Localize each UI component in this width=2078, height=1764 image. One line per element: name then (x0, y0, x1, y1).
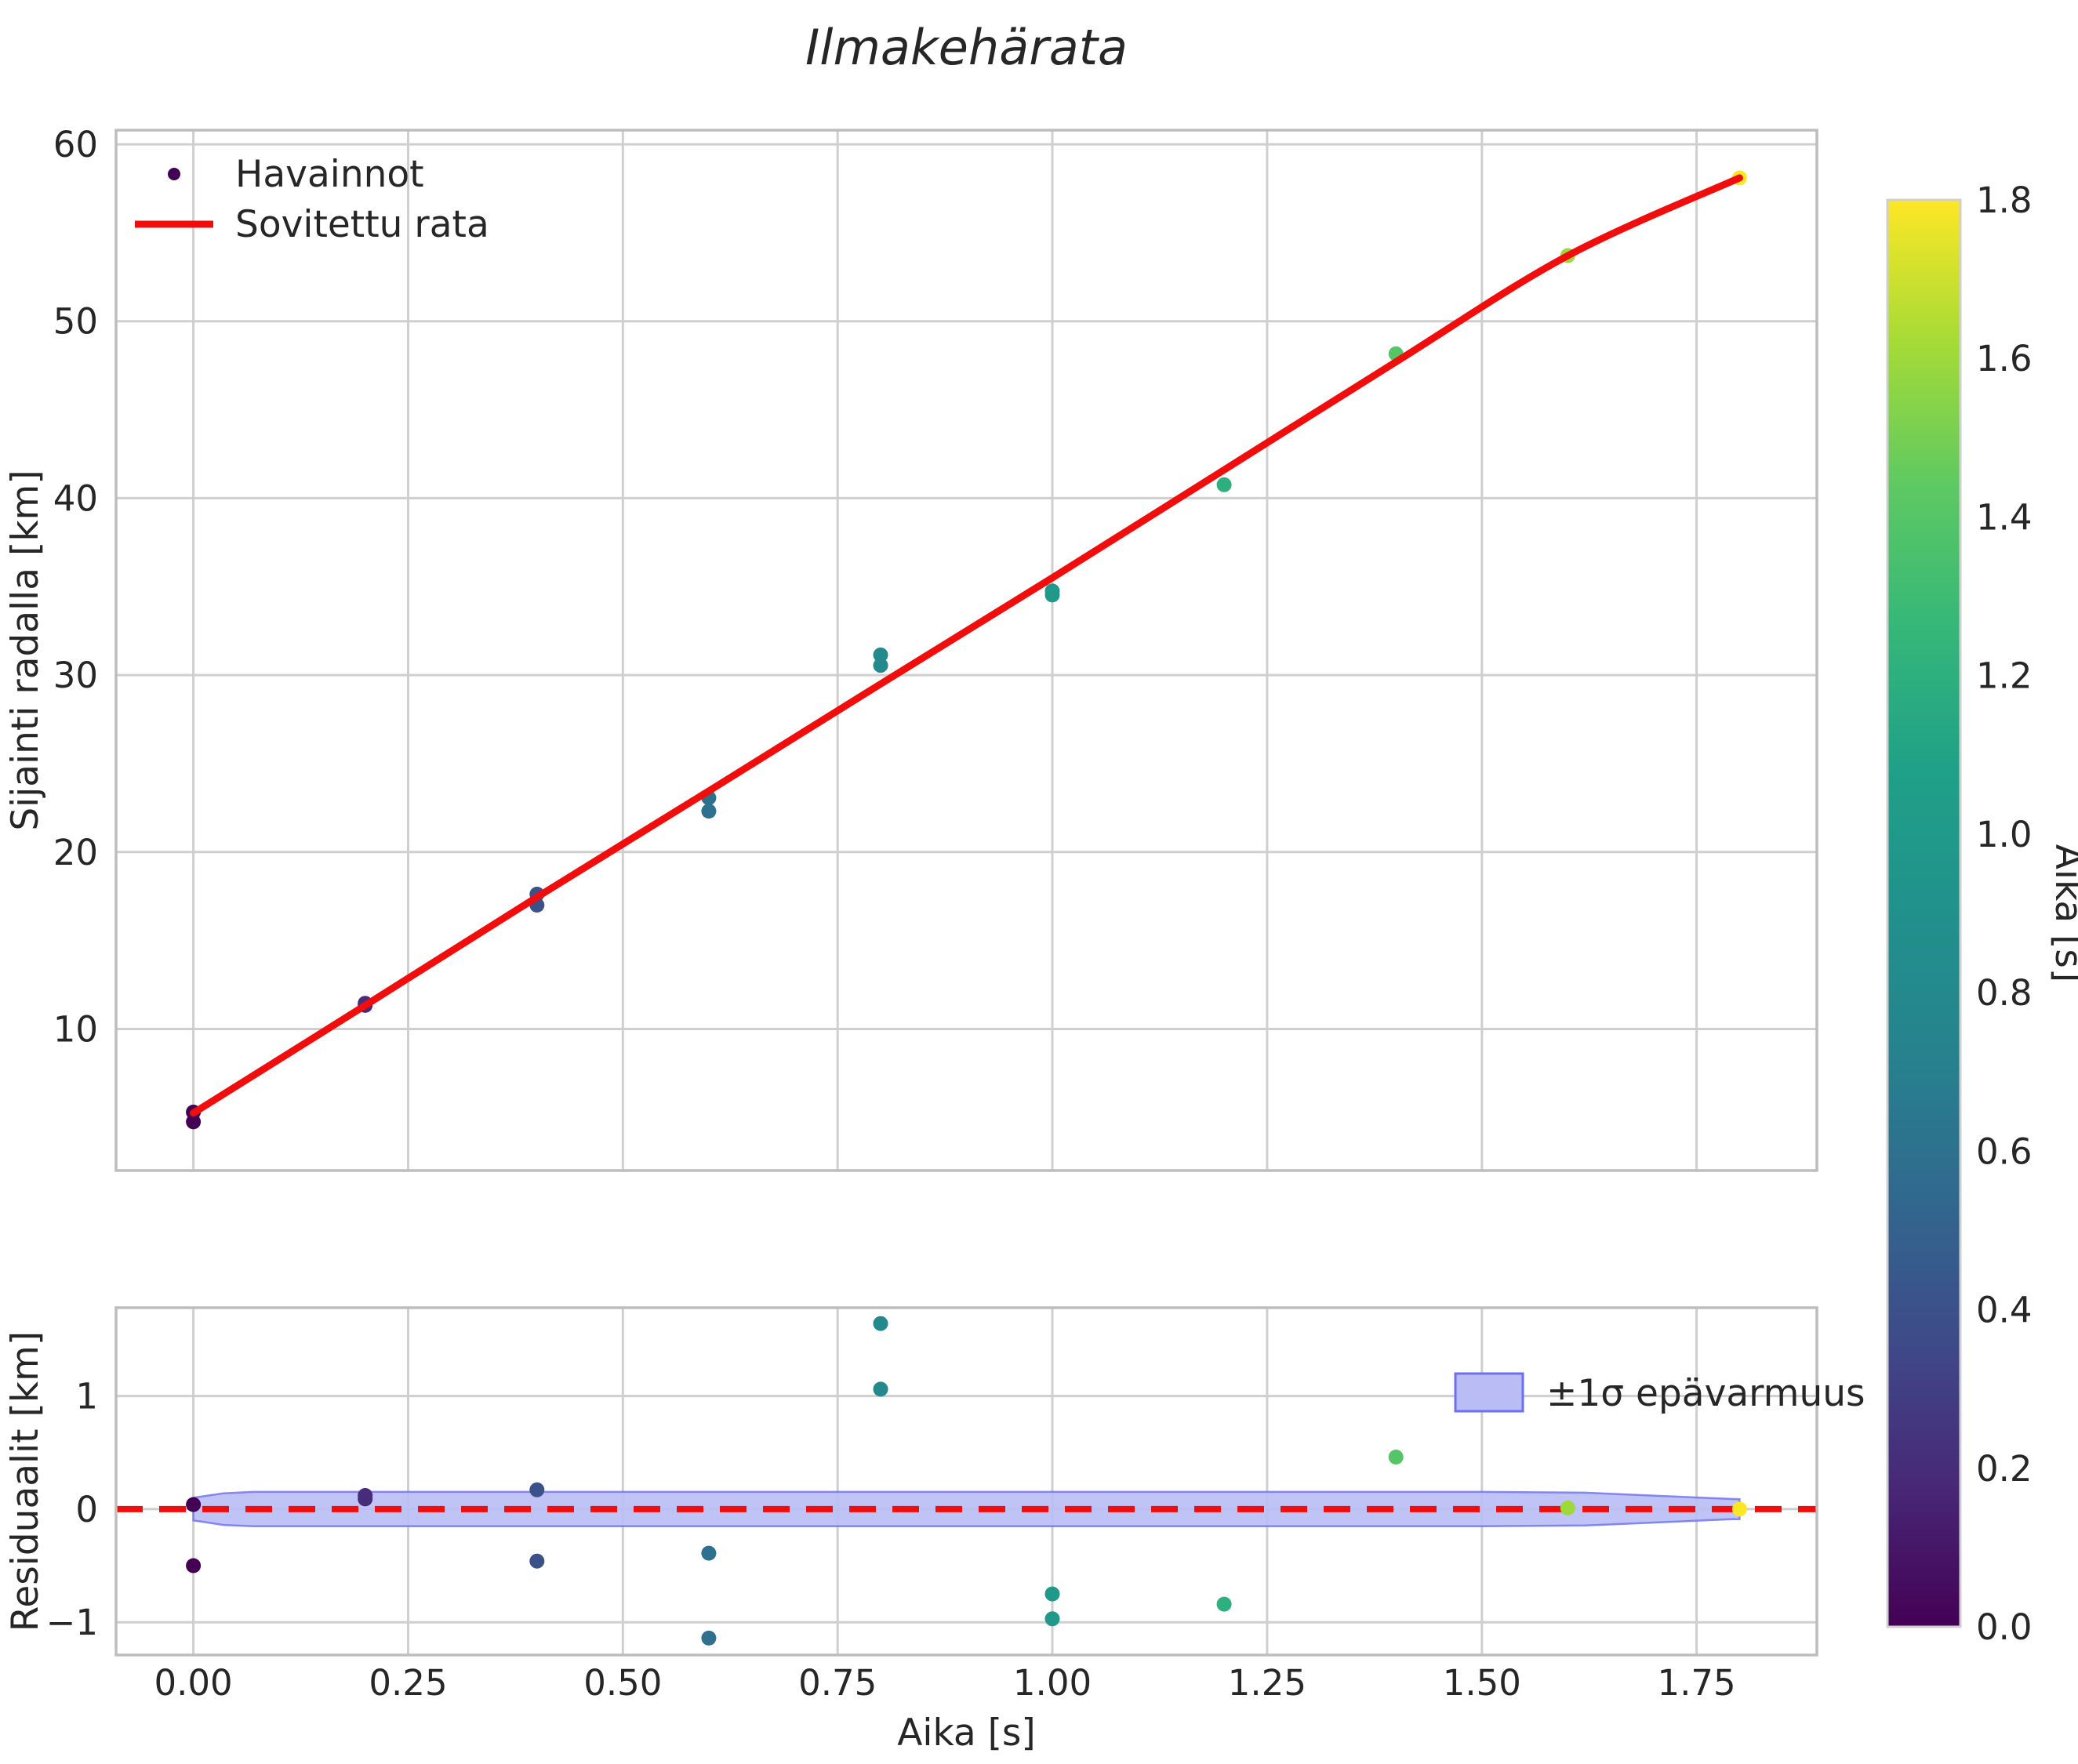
colorbar: 0.0 0.2 0.4 0.6 0.8 1.0 1.2 1.4 1.6 1.8 Aika [s] (1886, 180, 2078, 1648)
main-y-axis-label: Sijainti radalla [km] (4, 470, 47, 830)
observation-point (1216, 477, 1232, 492)
colorbar-tick-label: 0.2 (1976, 1448, 2033, 1490)
residual-y-axis-label: Residuaalit [km] (4, 1331, 47, 1632)
colorbar-tick-label: 1.2 (1976, 655, 2033, 697)
residual-point (529, 1553, 545, 1569)
x-tick-label: 0.00 (154, 1662, 232, 1704)
observation-point (873, 658, 888, 673)
x-tick-label: 1.00 (1013, 1662, 1092, 1704)
x-axis-label: Aika [s] (897, 1711, 1036, 1755)
residual-point (1044, 1586, 1060, 1602)
colorbar-tick-label: 1.6 (1976, 338, 2033, 379)
observation-point (873, 647, 888, 662)
residual-point (701, 1630, 717, 1646)
x-tick-label: 1.50 (1443, 1662, 1521, 1704)
chart-title: Ilmakehärata (805, 19, 1128, 76)
legend-observations-label: Havainnot (235, 153, 424, 196)
observation-point (186, 1114, 202, 1130)
colorbar-gradient (1886, 198, 1962, 1628)
residual-point (1731, 1501, 1747, 1517)
colorbar-tick-label: 1.8 (1976, 180, 2033, 221)
residual-point (186, 1497, 202, 1512)
colorbar-tick-label: 0.6 (1976, 1131, 2033, 1172)
observation-point (1044, 587, 1060, 603)
residual-point (1216, 1596, 1232, 1612)
colorbar-label: Aika [s] (2047, 844, 2078, 983)
residual-point (873, 1316, 888, 1331)
x-tick-label: 0.25 (369, 1662, 447, 1704)
residual-point (1044, 1611, 1060, 1627)
main-y-tick-label: 40 (53, 477, 98, 519)
residual-y-tick-label: 0 (75, 1489, 98, 1530)
main-plot: 10 20 30 40 50 60 Sijainti radalla [km] (4, 124, 1818, 1172)
axes-spine (114, 1306, 1818, 1657)
main-y-tick-label: 60 (53, 124, 98, 165)
x-tick-label: 1.75 (1657, 1662, 1735, 1704)
residual-point (186, 1558, 202, 1573)
residual-point (358, 1491, 373, 1507)
fitted-line (190, 174, 1743, 1117)
residual-legend: ±1σ epävarmuus (1454, 1372, 1865, 1415)
legend-band-label: ±1σ epävarmuus (1546, 1372, 1865, 1415)
colorbar-tick-label: 0.0 (1976, 1606, 2033, 1648)
legend-observations-marker (168, 168, 180, 180)
residual-point (873, 1381, 888, 1397)
residual-point (529, 1482, 545, 1497)
residual-y-tick-label: 1 (75, 1376, 98, 1417)
residual-point (1388, 1450, 1404, 1465)
colorbar-tick-label: 0.8 (1976, 972, 2033, 1014)
observation-point (701, 804, 717, 819)
main-legend: Havainnot Sovitettu rata (135, 153, 489, 246)
colorbar-tick-label: 1.4 (1976, 496, 2033, 538)
residual-point (1560, 1500, 1575, 1515)
x-tick-label: 1.25 (1228, 1662, 1306, 1704)
residual-plot: −1 0 1 Residuaalit [km] (4, 1306, 1818, 1657)
residual-point (701, 1545, 717, 1561)
legend-band-patch (1454, 1372, 1524, 1413)
colorbar-tick-label: 0.4 (1976, 1290, 2033, 1331)
colorbar-tick-label: 1.0 (1976, 814, 2033, 855)
legend-fit-label: Sovitettu rata (235, 203, 489, 246)
axes-spine (114, 129, 1818, 1172)
residual-y-tick-label: −1 (46, 1602, 98, 1643)
main-y-tick-label: 50 (53, 301, 98, 343)
main-y-tick-label: 10 (53, 1009, 98, 1051)
x-tick-label: 0.75 (798, 1662, 877, 1704)
uncertainty-band (192, 1490, 1741, 1528)
x-tick-label: 0.50 (583, 1662, 662, 1704)
main-y-tick-label: 20 (53, 832, 98, 873)
main-y-tick-label: 30 (53, 655, 98, 696)
